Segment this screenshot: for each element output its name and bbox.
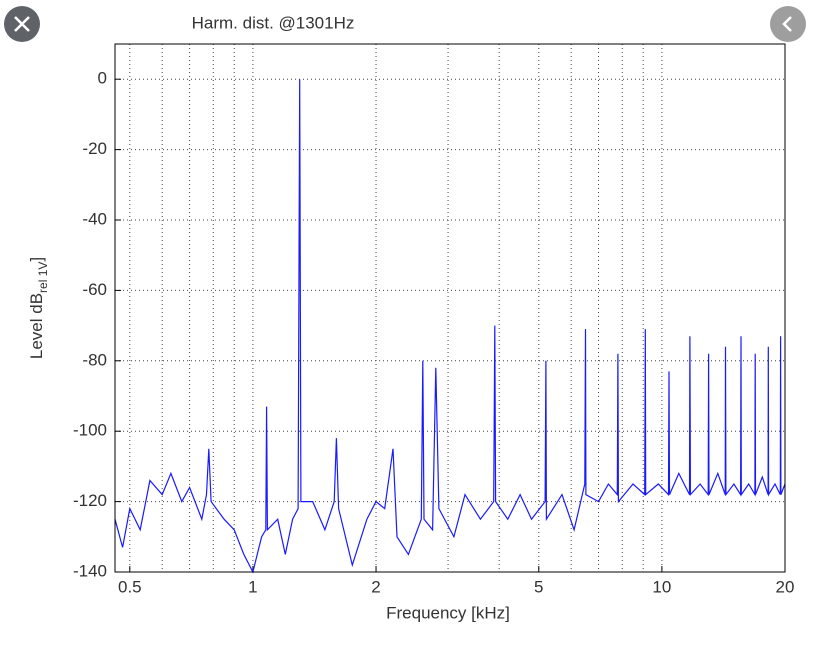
x-tick-label: 1 — [248, 577, 257, 596]
x-axis-label: Frequency [kHz] — [386, 603, 510, 622]
y-tick-label: -60 — [82, 280, 107, 299]
x-tick-label: 2 — [371, 577, 380, 596]
plot-frame — [114, 43, 786, 573]
y-label-main: Level dB — [27, 293, 46, 359]
x-tick-label: 20 — [776, 577, 795, 596]
y-tick-label: -100 — [73, 421, 107, 440]
y-axis-label: Level dBrel 1V] — [27, 257, 50, 359]
y-tick-label: -120 — [73, 491, 107, 510]
close-button[interactable] — [4, 6, 40, 42]
spectrum-line — [114, 79, 786, 574]
x-tick-label: 5 — [534, 577, 543, 596]
x-tick-label: 0.5 — [118, 577, 142, 596]
y-tick-label: 0 — [98, 69, 107, 88]
y-tick-label: -140 — [73, 561, 107, 580]
series — [114, 79, 786, 574]
y-label-end: ] — [27, 257, 46, 262]
back-button[interactable] — [770, 6, 806, 42]
y-tick-label: -20 — [82, 139, 107, 158]
y-tick-label: -80 — [82, 350, 107, 369]
y-tick-label: -40 — [82, 209, 107, 228]
y-label-sub: rel 1V — [36, 262, 50, 293]
chart-title: Harm. dist. @1301Hz — [192, 13, 355, 32]
plot-area — [115, 44, 785, 572]
x-tick-label: 10 — [652, 577, 671, 596]
